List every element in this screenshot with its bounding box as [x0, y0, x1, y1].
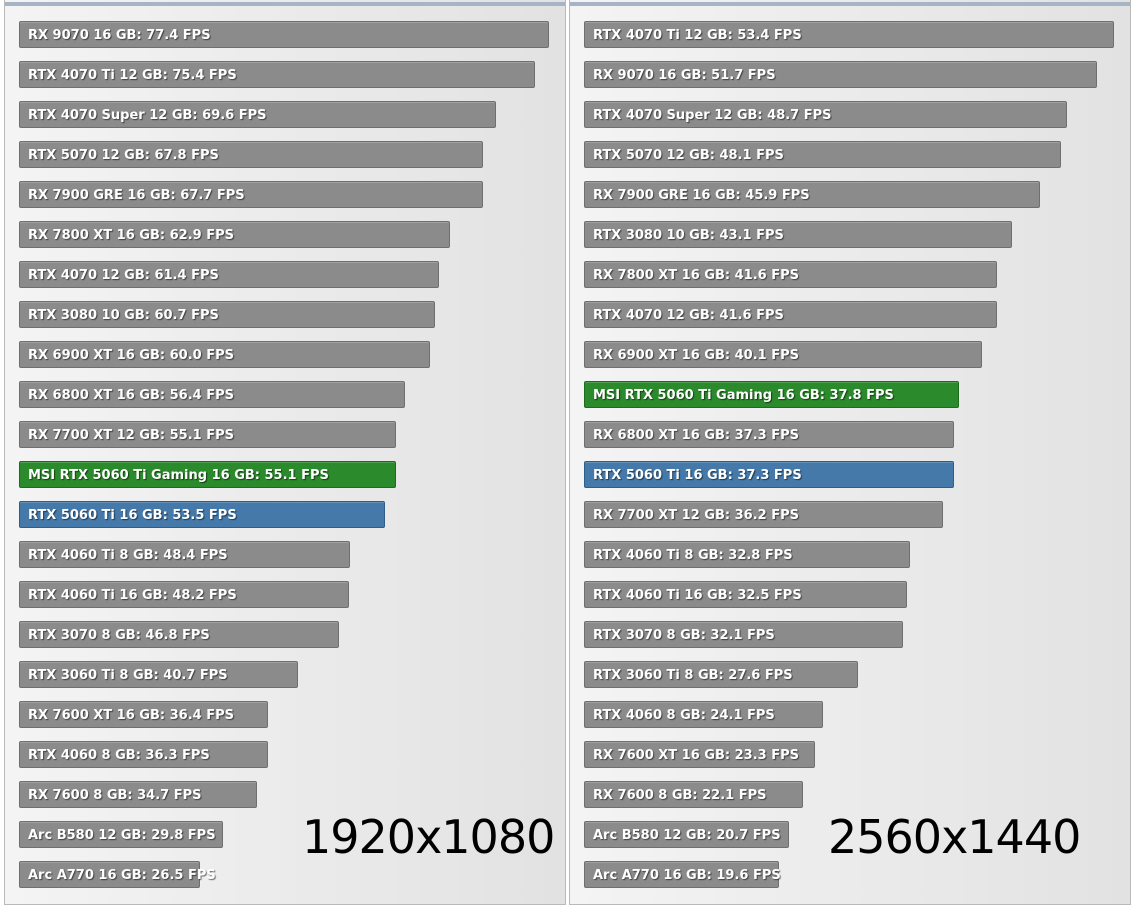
bar-rx-9070-16-gb: RX 9070 16 GB: 77.4 FPS — [19, 21, 549, 48]
bar-rtx-4060-ti-8-gb: RTX 4060 Ti 8 GB: 48.4 FPS — [19, 541, 350, 568]
bar-rx-7600-xt-16-gb: RX 7600 XT 16 GB: 23.3 FPS — [584, 741, 815, 768]
bar-msi-rtx-5060-ti-gaming-16-gb: MSI RTX 5060 Ti Gaming 16 GB: 55.1 FPS — [19, 461, 396, 488]
panel-top-border — [570, 2, 1130, 6]
bar-rtx-3080-10-gb: RTX 3080 10 GB: 60.7 FPS — [19, 301, 435, 328]
bar-arc-b580-12-gb: Arc B580 12 GB: 29.8 FPS — [19, 821, 223, 848]
bar-rtx-3060-ti-8-gb: RTX 3060 Ti 8 GB: 40.7 FPS — [19, 661, 298, 688]
bar-rtx-4070-12-gb: RTX 4070 12 GB: 61.4 FPS — [19, 261, 439, 288]
bar-rtx-4060-8-gb: RTX 4060 8 GB: 24.1 FPS — [584, 701, 823, 728]
bar-rx-7600-xt-16-gb: RX 7600 XT 16 GB: 36.4 FPS — [19, 701, 268, 728]
bar-rtx-4070-12-gb: RTX 4070 12 GB: 41.6 FPS — [584, 301, 997, 328]
chart-panel-1440p: RTX 4070 Ti 12 GB: 53.4 FPS RX 9070 16 GB… — [569, 0, 1131, 905]
bar-rx-7900-gre-16-gb: RX 7900 GRE 16 GB: 67.7 FPS — [19, 181, 483, 208]
bar-rx-6800-xt-16-gb: RX 6800 XT 16 GB: 56.4 FPS — [19, 381, 405, 408]
bar-rtx-4060-ti-16-gb: RTX 4060 Ti 16 GB: 48.2 FPS — [19, 581, 349, 608]
bar-rx-7700-xt-12-gb: RX 7700 XT 12 GB: 36.2 FPS — [584, 501, 943, 528]
bar-rx-7800-xt-16-gb: RX 7800 XT 16 GB: 41.6 FPS — [584, 261, 997, 288]
bar-rtx-5060-ti-16-gb: RTX 5060 Ti 16 GB: 37.3 FPS — [584, 461, 954, 488]
bar-rx-7700-xt-12-gb: RX 7700 XT 12 GB: 55.1 FPS — [19, 421, 396, 448]
panel-top-border — [5, 2, 565, 6]
bar-rtx-3070-8-gb: RTX 3070 8 GB: 32.1 FPS — [584, 621, 903, 648]
bar-arc-a770-16-gb: Arc A770 16 GB: 19.6 FPS — [584, 861, 781, 888]
bar-rx-6900-xt-16-gb: RX 6900 XT 16 GB: 40.1 FPS — [584, 341, 982, 368]
bar-rtx-4060-ti-8-gb: RTX 4060 Ti 8 GB: 32.8 FPS — [584, 541, 910, 568]
bar-msi-rtx-5060-ti-gaming-16-gb: MSI RTX 5060 Ti Gaming 16 GB: 37.8 FPS — [584, 381, 959, 408]
bar-rtx-4070-super-12-gb: RTX 4070 Super 12 GB: 48.7 FPS — [584, 101, 1067, 128]
bar-rtx-3060-ti-8-gb: RTX 3060 Ti 8 GB: 27.6 FPS — [584, 661, 858, 688]
bar-rx-7900-gre-16-gb: RX 7900 GRE 16 GB: 45.9 FPS — [584, 181, 1040, 208]
bar-rtx-4060-8-gb: RTX 4060 8 GB: 36.3 FPS — [19, 741, 268, 768]
chart-panel-1080p: RX 9070 16 GB: 77.4 FPS RTX 4070 Ti 12 GB… — [4, 0, 566, 905]
bar-rtx-4070-super-12-gb: RTX 4070 Super 12 GB: 69.6 FPS — [19, 101, 496, 128]
bar-rtx-5070-12-gb: RTX 5070 12 GB: 67.8 FPS — [19, 141, 483, 168]
bar-rtx-5070-12-gb: RTX 5070 12 GB: 48.1 FPS — [584, 141, 1061, 168]
bar-rtx-5060-ti-16-gb: RTX 5060 Ti 16 GB: 53.5 FPS — [19, 501, 385, 528]
bar-rx-9070-16-gb: RX 9070 16 GB: 51.7 FPS — [584, 61, 1097, 88]
bar-rx-6800-xt-16-gb: RX 6800 XT 16 GB: 37.3 FPS — [584, 421, 954, 448]
bar-rtx-3080-10-gb: RTX 3080 10 GB: 43.1 FPS — [584, 221, 1012, 248]
bar-rtx-3070-8-gb: RTX 3070 8 GB: 46.8 FPS — [19, 621, 339, 648]
bar-rtx-4070-ti-12-gb: RTX 4070 Ti 12 GB: 53.4 FPS — [584, 21, 1114, 48]
bar-rtx-4060-ti-16-gb: RTX 4060 Ti 16 GB: 32.5 FPS — [584, 581, 907, 608]
bar-rtx-4070-ti-12-gb: RTX 4070 Ti 12 GB: 75.4 FPS — [19, 61, 535, 88]
bar-arc-b580-12-gb: Arc B580 12 GB: 20.7 FPS — [584, 821, 789, 848]
resolution-label-1440p: 2560x1440 — [828, 810, 1081, 864]
bar-rx-7800-xt-16-gb: RX 7800 XT 16 GB: 62.9 FPS — [19, 221, 450, 248]
resolution-label-1080p: 1920x1080 — [302, 810, 555, 864]
bar-rx-7600-8-gb: RX 7600 8 GB: 22.1 FPS — [584, 781, 803, 808]
bar-rx-7600-8-gb: RX 7600 8 GB: 34.7 FPS — [19, 781, 257, 808]
bar-arc-a770-16-gb: Arc A770 16 GB: 26.5 FPS — [19, 861, 216, 888]
bar-rx-6900-xt-16-gb: RX 6900 XT 16 GB: 60.0 FPS — [19, 341, 430, 368]
